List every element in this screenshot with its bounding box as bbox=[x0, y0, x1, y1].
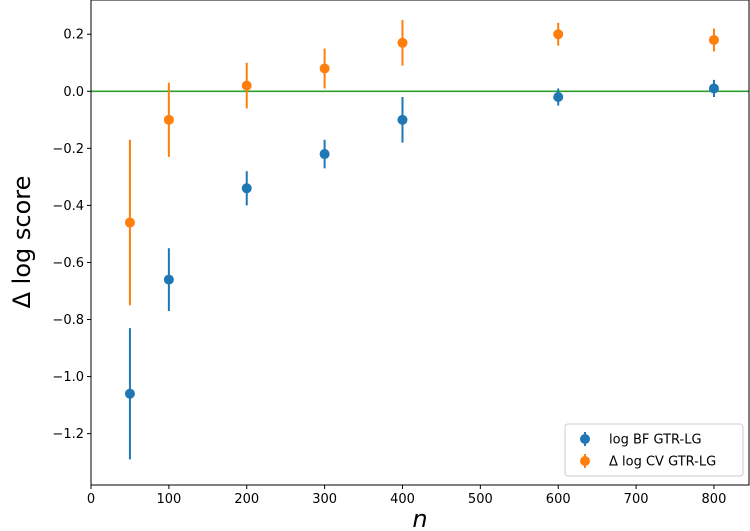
data-point bbox=[553, 92, 564, 102]
legend-label: Δ log CV GTR-LG bbox=[609, 455, 716, 470]
x-tick-label: 700 bbox=[624, 492, 649, 507]
x-tick-label: 500 bbox=[468, 492, 493, 507]
y-tick-label: −0.2 bbox=[52, 142, 84, 157]
data-point bbox=[708, 34, 719, 45]
data-point bbox=[241, 80, 252, 91]
y-axis-title: Δ log score bbox=[8, 176, 36, 309]
x-tick-label: 400 bbox=[390, 492, 415, 507]
data-point bbox=[553, 29, 564, 40]
data-point bbox=[319, 149, 330, 160]
series-layer bbox=[124, 19, 719, 460]
data-point bbox=[397, 37, 408, 48]
x-tick-label: 100 bbox=[156, 492, 181, 507]
legend-marker bbox=[580, 456, 590, 466]
data-point bbox=[124, 388, 135, 399]
x-axis: 0 100 200 300 400 500 600 700 800 bbox=[87, 485, 727, 507]
y-axis: −1.2 −1.0 −0.8 −0.6 −0.4 −0.2 0.0 0.2 bbox=[52, 28, 91, 442]
x-tick-label: 800 bbox=[702, 492, 727, 507]
x-tick-label: 300 bbox=[312, 492, 337, 507]
data-point bbox=[319, 63, 330, 74]
y-tick-label: 0.2 bbox=[63, 28, 84, 43]
legend: log BF GTR-LG Δ log CV GTR-LG bbox=[564, 423, 744, 477]
data-point bbox=[124, 217, 135, 228]
y-tick-label: −0.4 bbox=[52, 199, 84, 214]
x-tick-label: 200 bbox=[234, 492, 259, 507]
legend-label: log BF GTR-LG bbox=[609, 433, 702, 448]
series-delta-log-cv bbox=[124, 19, 719, 306]
x-tick-label: 600 bbox=[546, 492, 571, 507]
y-tick-label: −0.8 bbox=[52, 313, 84, 328]
legend-box bbox=[564, 423, 744, 477]
plot-background bbox=[91, 0, 749, 485]
x-tick-label: 0 bbox=[87, 492, 95, 507]
y-tick-label: −1.2 bbox=[52, 427, 84, 442]
series-log-bf bbox=[124, 79, 719, 460]
y-tick-label: −1.0 bbox=[52, 370, 84, 385]
data-point bbox=[708, 83, 719, 94]
x-axis-title: n bbox=[412, 505, 427, 531]
data-point bbox=[163, 274, 174, 285]
plot-frame bbox=[90, 0, 750, 486]
y-tick-label: −0.6 bbox=[52, 256, 84, 271]
data-point bbox=[163, 114, 174, 125]
data-point bbox=[397, 114, 408, 125]
data-point bbox=[241, 183, 252, 194]
y-tick-label: 0.0 bbox=[63, 85, 84, 100]
legend-marker bbox=[580, 434, 590, 444]
